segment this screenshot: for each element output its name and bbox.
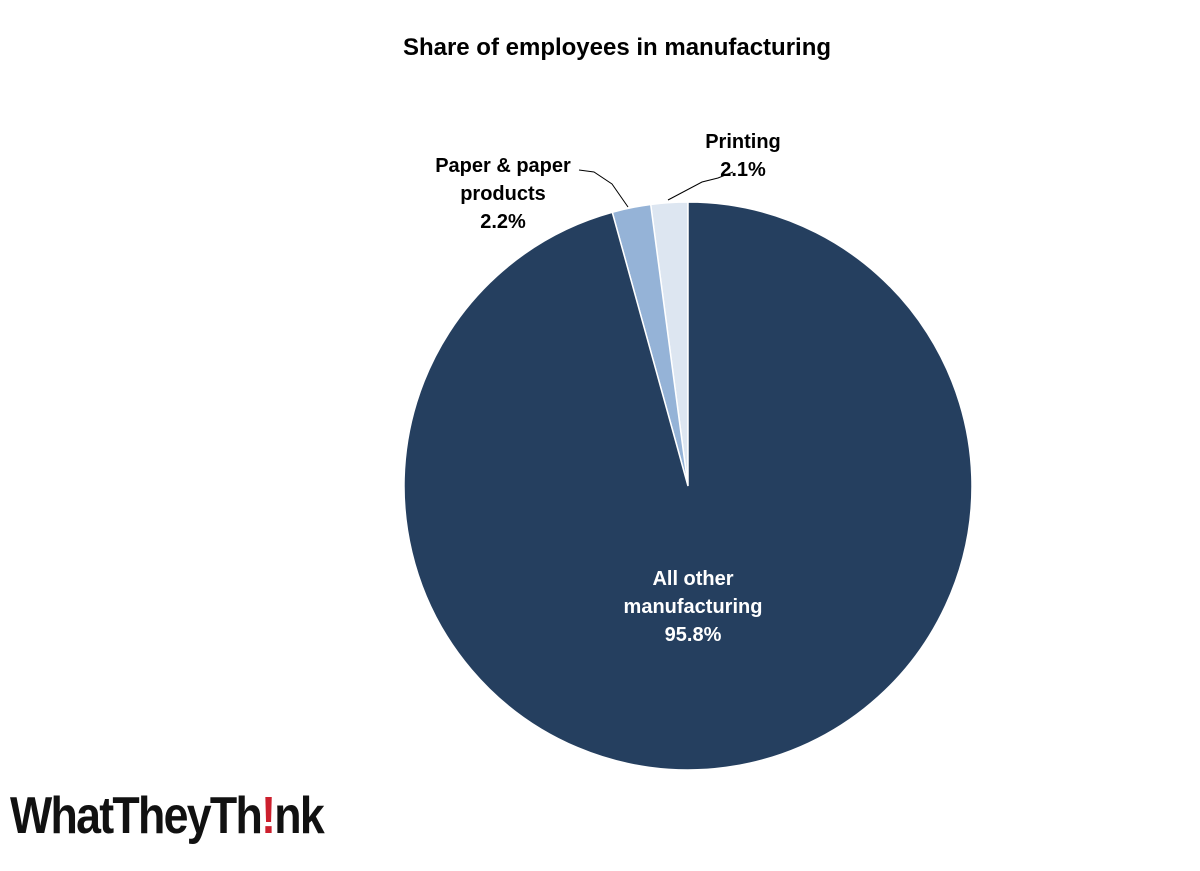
slice-label-0: Printing 2.1% xyxy=(705,131,781,181)
slice-category-label: Printing xyxy=(705,131,781,153)
slice-label-2: All other manufacturing 95.8% xyxy=(624,568,763,646)
pie-slices xyxy=(403,201,973,771)
slice-label-1: Paper & paper products 2.2% xyxy=(435,155,571,233)
pie-slice-2 xyxy=(403,201,973,771)
leader-line-1 xyxy=(578,169,629,208)
slice-category-label: Paper & paper xyxy=(435,155,571,177)
logo-text-after: nk xyxy=(274,787,324,845)
leader-lines xyxy=(578,169,734,208)
slice-value-label: 2.1% xyxy=(720,159,766,181)
slice-value-label: 2.2% xyxy=(480,211,526,233)
whattheythink-logo: WhatTheyTh!nk xyxy=(10,787,325,845)
logo-exclamation-mark: ! xyxy=(261,787,276,845)
slice-category-label: products xyxy=(460,183,546,205)
leader-line-0 xyxy=(667,171,734,201)
slice-value-label: 95.8% xyxy=(665,624,722,646)
logo-text-before: WhatTheyTh xyxy=(10,787,263,845)
slice-labels: Printing 2.1% Paper & paper products 2.2% All… xyxy=(435,131,781,646)
chart-title: Share of employees in manufacturing xyxy=(403,34,831,61)
slice-category-label: manufacturing xyxy=(624,596,763,618)
slice-category-label: All other xyxy=(652,568,733,590)
